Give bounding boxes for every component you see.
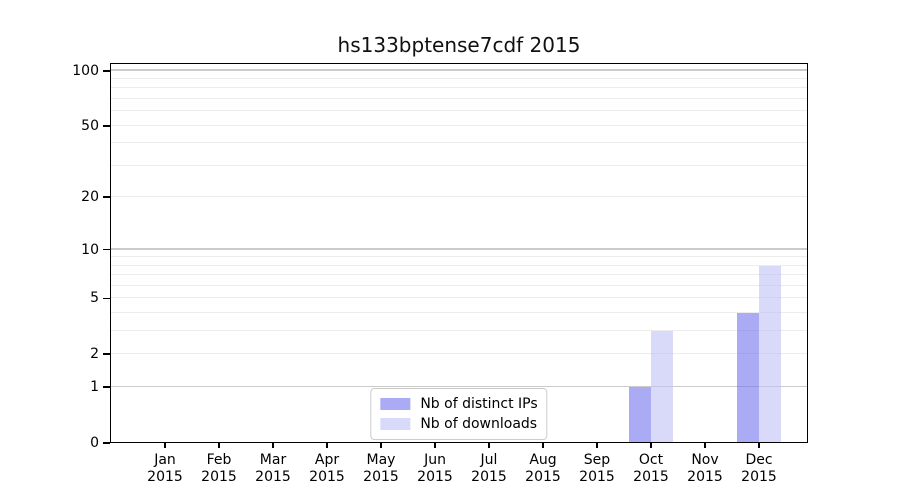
chart-title: hs133bptense7cdf 2015 xyxy=(337,33,581,57)
x-tick-month: Jun xyxy=(424,452,446,468)
gridline-major xyxy=(110,248,808,250)
gridline-minor xyxy=(110,297,808,299)
x-tick-year: 2015 xyxy=(255,469,291,485)
x-axis-tick xyxy=(434,443,436,448)
gridline-minor xyxy=(110,274,808,276)
x-tick-label: Apr 2015 xyxy=(297,452,357,486)
x-tick-month: Oct xyxy=(638,452,664,468)
bar-distinct-ips xyxy=(629,387,651,443)
x-tick-label: Oct 2015 xyxy=(621,452,681,486)
y-tick-label: 100 xyxy=(72,62,99,79)
y-axis-tick xyxy=(103,386,110,388)
x-axis-tick xyxy=(488,443,490,448)
x-tick-month: Jan xyxy=(154,452,176,468)
x-tick-year: 2015 xyxy=(363,469,399,485)
gridline-minor xyxy=(110,312,808,314)
x-tick-month: Mar xyxy=(259,452,287,468)
x-axis-tick xyxy=(164,443,166,448)
x-tick-label: Jun 2015 xyxy=(405,452,465,486)
x-tick-month: Feb xyxy=(206,452,232,468)
x-tick-month: Sep xyxy=(583,452,611,468)
gridline-minor xyxy=(110,110,808,112)
x-axis-tick xyxy=(380,443,382,448)
x-tick-year: 2015 xyxy=(201,469,237,485)
x-axis-tick xyxy=(326,443,328,448)
gridline-minor xyxy=(110,330,808,332)
y-tick-label: 50 xyxy=(81,117,99,134)
x-tick-year: 2015 xyxy=(417,469,453,485)
x-tick-label: Jan 2015 xyxy=(135,452,195,486)
x-tick-year: 2015 xyxy=(579,469,615,485)
gridline-minor xyxy=(110,124,808,126)
bar-downloads xyxy=(651,331,673,443)
gridline-minor xyxy=(110,98,808,100)
x-tick-label: Jul 2015 xyxy=(459,452,519,486)
gridline-major xyxy=(110,385,808,388)
x-tick-label: Sep 2015 xyxy=(567,452,627,486)
y-axis-tick xyxy=(103,353,110,356)
legend-entry: Nb of distinct IPs xyxy=(380,394,538,414)
x-axis-tick xyxy=(542,443,544,448)
y-tick-label: 10 xyxy=(81,241,99,258)
x-tick-label: Dec 2015 xyxy=(729,452,789,486)
y-axis-tick xyxy=(103,248,110,251)
x-tick-year: 2015 xyxy=(471,469,507,485)
x-tick-year: 2015 xyxy=(687,469,723,485)
gridline-minor xyxy=(110,87,808,89)
y-tick-label: 5 xyxy=(90,290,99,307)
plot-area: Nb of distinct IPs Nb of downloads xyxy=(110,63,808,443)
x-axis-tick xyxy=(596,443,598,448)
y-axis-tick xyxy=(103,196,110,199)
y-tick-label: 2 xyxy=(90,346,99,363)
gridline-minor xyxy=(110,196,808,198)
x-tick-label: May 2015 xyxy=(351,452,411,486)
x-tick-year: 2015 xyxy=(147,469,183,485)
gridline-minor xyxy=(110,164,808,166)
bar-downloads xyxy=(759,265,781,443)
y-axis-tick xyxy=(103,124,110,127)
gridline-major xyxy=(110,69,808,71)
gridline-minor xyxy=(110,285,808,286)
x-tick-month: Apr xyxy=(314,452,340,468)
x-tick-year: 2015 xyxy=(633,469,669,485)
legend-swatch xyxy=(380,398,411,410)
x-tick-label: Aug 2015 xyxy=(513,452,573,486)
y-axis-tick xyxy=(103,442,110,444)
x-axis-tick xyxy=(650,443,652,448)
legend-label: Nb of downloads xyxy=(420,416,538,432)
gridline-minor xyxy=(110,256,808,258)
x-axis-tick xyxy=(704,443,706,448)
y-tick-label: 0 xyxy=(90,435,99,451)
legend: Nb of distinct IPs Nb of downloads xyxy=(370,388,548,440)
bar-distinct-ips xyxy=(737,313,759,443)
x-tick-month: Dec xyxy=(745,452,773,468)
x-tick-label: Mar 2015 xyxy=(243,452,303,486)
x-tick-label: Feb 2015 xyxy=(189,452,249,486)
y-axis-tick xyxy=(103,69,110,72)
x-axis-tick xyxy=(218,443,220,448)
y-tick-label: 20 xyxy=(81,189,99,206)
x-axis-tick xyxy=(758,443,760,448)
x-tick-year: 2015 xyxy=(741,469,777,485)
gridline-minor xyxy=(110,78,808,80)
gridline-minor xyxy=(110,142,808,144)
x-tick-year: 2015 xyxy=(525,469,561,485)
x-tick-month: Aug xyxy=(529,452,557,468)
x-tick-year: 2015 xyxy=(309,469,345,485)
x-tick-month: Jul xyxy=(480,452,498,468)
y-tick-label: 1 xyxy=(90,379,99,396)
y-axis-tick xyxy=(103,297,110,300)
legend-entry: Nb of downloads xyxy=(380,414,537,434)
gridline-minor xyxy=(110,353,808,355)
legend-label: Nb of distinct IPs xyxy=(420,396,538,412)
x-tick-label: Nov 2015 xyxy=(675,452,735,486)
x-tick-month: May xyxy=(366,452,396,468)
x-tick-month: Nov xyxy=(691,452,719,468)
legend-swatch xyxy=(380,418,411,430)
x-axis-tick xyxy=(272,443,274,448)
gridline-minor xyxy=(110,264,808,266)
